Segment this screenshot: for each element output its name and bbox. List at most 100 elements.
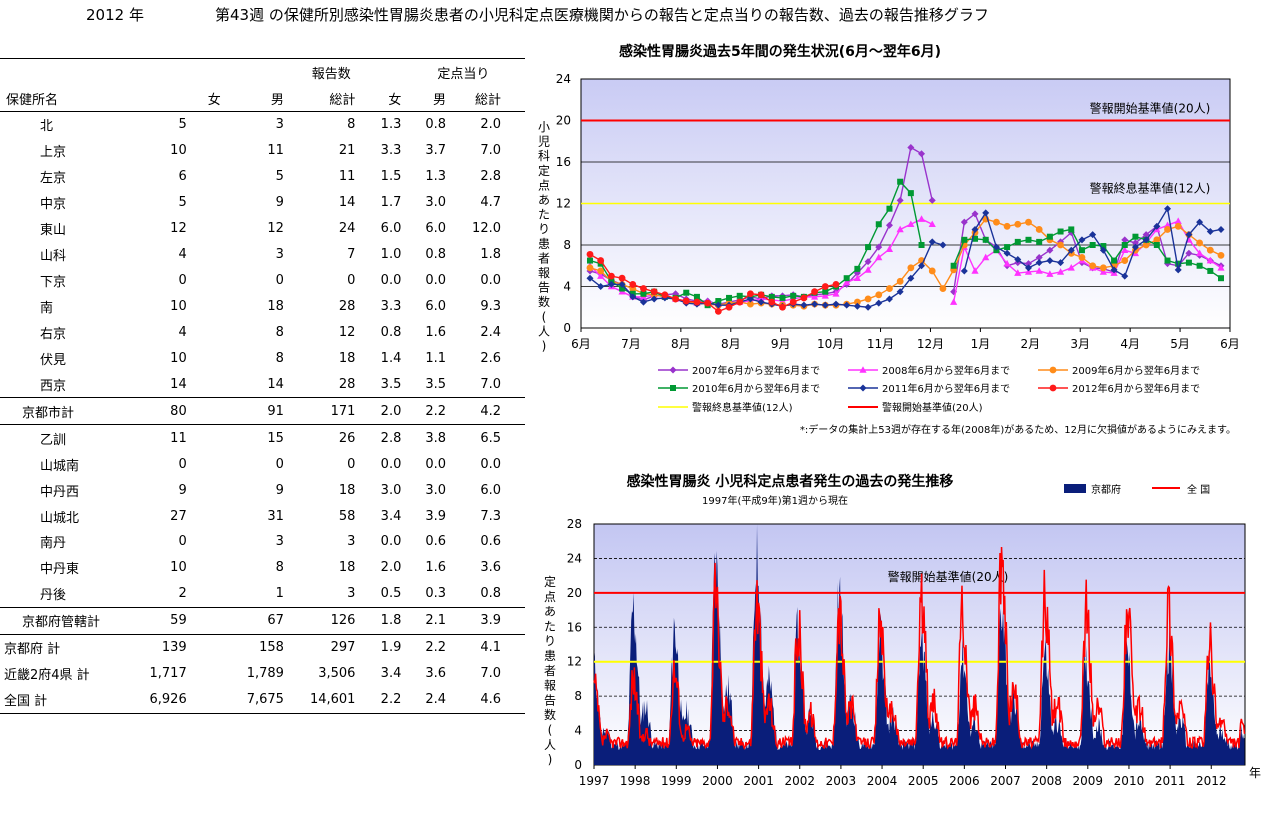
chart1-title: 感染性胃腸炎過去5年間の発生状況(6月～翌年6月) (619, 43, 941, 60)
row-name: 中丹東 (40, 562, 80, 578)
x-tick-label: 9月 (771, 337, 791, 351)
page-title: 2012 年 第43週 の保健所別感染性胃腸炎患者の小児科定点医療機関からの報告… (0, 4, 1269, 26)
data-point (747, 290, 754, 298)
data-point (1174, 222, 1182, 230)
row-value: 67 (246, 606, 310, 635)
row-name: 京都府 計 (4, 642, 61, 658)
data-point (586, 250, 594, 258)
data-point (1131, 239, 1139, 247)
data-point (1046, 233, 1053, 240)
data-point (832, 300, 840, 308)
data-point (854, 265, 861, 272)
x-tick-label: 2012 (1196, 774, 1227, 788)
row-value: 3 (347, 534, 356, 550)
row-value: 0.6 (425, 534, 447, 550)
data-point (747, 300, 754, 308)
data-point (1121, 236, 1129, 244)
col-header-male-rate: 男 (425, 85, 473, 112)
y-tick-label: 16 (567, 620, 582, 634)
row-value: 7.0 (480, 666, 501, 682)
data-point (1196, 262, 1203, 269)
row-value: 4.7 (480, 195, 501, 211)
row-value: 3 (275, 247, 284, 263)
row-value: 2.8 (380, 430, 402, 446)
row-value: 5 (178, 117, 187, 133)
row-name: 北 (40, 119, 54, 135)
row-value: 11 (338, 169, 356, 185)
data-point (1089, 242, 1096, 248)
row-value: 3,506 (318, 666, 356, 682)
row-name: 山城北 (40, 510, 80, 526)
row-value: 11 (267, 143, 284, 159)
row-value: 1 (275, 586, 284, 602)
data-point (779, 303, 786, 311)
x-tick-label: 6月 (1220, 337, 1240, 351)
data-point (1046, 246, 1054, 254)
table-row: 京都府管轄計 59 67 126 1.8 2.1 3.9 (0, 606, 525, 635)
data-point (1057, 259, 1065, 267)
table-row: 東山 12 12 24 6.0 6.0 12.0 (0, 216, 525, 242)
row-value: 3.5 (425, 376, 447, 392)
data-point (972, 235, 979, 242)
legend-marker (669, 366, 677, 374)
row-value: 9 (275, 195, 284, 211)
data-point (1174, 266, 1182, 274)
data-point (757, 298, 765, 306)
row-name: 右京 (40, 326, 67, 342)
ylabel-char: り (544, 634, 556, 648)
x-tick-label: 2010 (1114, 774, 1145, 788)
table-row: 中丹東 10 8 18 2.0 1.6 3.6 (0, 555, 525, 581)
data-point (1014, 220, 1022, 228)
y-tick-label: 8 (563, 238, 571, 252)
row-value: 5 (275, 169, 284, 185)
data-point (928, 220, 936, 228)
data-point (1153, 222, 1161, 230)
data-point (875, 291, 883, 299)
row-value: 0 (178, 456, 187, 472)
data-point (1078, 254, 1086, 261)
x-tick-label: 2001 (743, 774, 774, 788)
ylabel-char: 患 (544, 649, 556, 663)
data-point (896, 225, 904, 233)
data-point (650, 288, 658, 296)
ylabel-char: あ (538, 193, 550, 207)
legend-label: 2012年6月から翌年6月まで (1072, 382, 1200, 395)
data-point (1014, 238, 1021, 245)
threshold-label: 警報開始基準値(20人) (888, 569, 1009, 584)
row-name: 上京 (40, 145, 67, 161)
row-value: 1.8 (365, 606, 426, 635)
data-point (843, 278, 851, 286)
ylabel-char: 点 (544, 590, 556, 604)
data-point (715, 298, 722, 305)
data-point (1068, 226, 1075, 233)
legend-marker (1049, 366, 1057, 374)
data-point (1206, 246, 1214, 254)
legend-label: 2010年6月から翌年6月まで (692, 382, 820, 395)
data-point (918, 242, 925, 248)
data-point (1014, 256, 1022, 264)
data-point (800, 301, 808, 309)
data-point (1185, 249, 1193, 257)
data-point (1217, 225, 1225, 233)
data-point (618, 280, 626, 288)
row-value: 8 (275, 324, 284, 340)
x-tick-label: 2008 (1031, 774, 1062, 788)
data-point (1089, 231, 1097, 239)
table-row: 中丹西 9 9 18 3.0 3.0 6.0 (0, 477, 525, 503)
row-value: 18 (267, 299, 284, 315)
x-tick-label: 8月 (721, 337, 741, 351)
legend-label-national: 全 国 (1187, 483, 1210, 496)
data-point (971, 225, 979, 233)
data-point (1057, 228, 1064, 235)
row-value: 27 (170, 508, 187, 524)
row-value: 7.3 (480, 508, 501, 524)
data-point (928, 238, 936, 246)
row-value: 4 (178, 247, 187, 263)
row-value: 1.1 (425, 350, 447, 366)
row-value: 2.8 (480, 169, 501, 185)
row-name: 山城南 (40, 458, 80, 474)
row-value: 3.0 (425, 482, 447, 498)
data-point (1024, 260, 1032, 268)
x-tick-label: 2009 (1073, 774, 1104, 788)
